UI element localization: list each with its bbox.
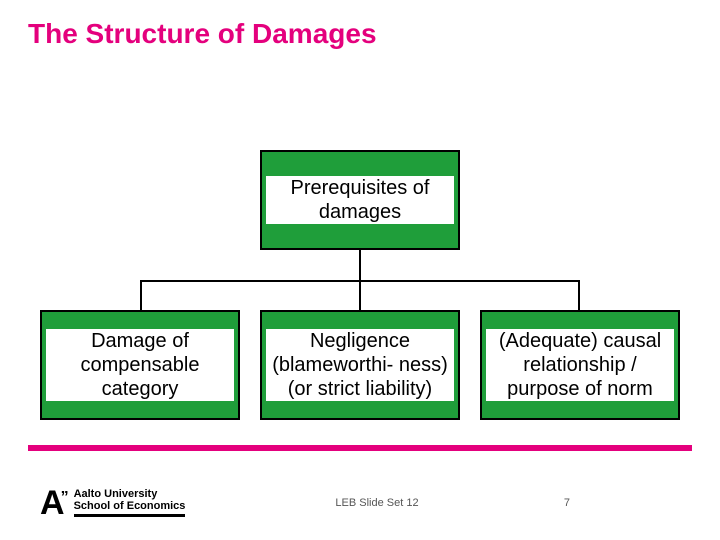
- slide-title: The Structure of Damages: [28, 18, 377, 50]
- connector-drop-2: [359, 280, 361, 310]
- logo-quotes-icon: ”: [61, 489, 66, 506]
- connector-drop-3: [578, 280, 580, 310]
- footnote: LEB Slide Set 12: [335, 497, 418, 509]
- node-root: Prerequisites of damages: [260, 150, 460, 250]
- page-number: 7: [564, 497, 570, 509]
- logo-mark: A”: [40, 486, 66, 520]
- node-child-1: Damage of compensable category: [40, 310, 240, 420]
- footer: A” Aalto University School of Economics …: [40, 486, 680, 520]
- connector-drop-1: [140, 280, 142, 310]
- accent-bar: [28, 445, 692, 451]
- node-child-2: Negligence (blameworthi- ness) (or stric…: [260, 310, 460, 420]
- logo-line1: Aalto University: [74, 489, 186, 501]
- node-child-3-label: (Adequate) causal relationship / purpose…: [486, 329, 674, 401]
- node-child-3: (Adequate) causal relationship / purpose…: [480, 310, 680, 420]
- node-child-2-label: Negligence (blameworthi- ness) (or stric…: [266, 329, 454, 401]
- logo-line2: School of Economics: [74, 501, 186, 518]
- node-child-1-label: Damage of compensable category: [46, 329, 234, 401]
- slide: The Structure of Damages Prerequisites o…: [0, 0, 720, 540]
- logo-text: Aalto University School of Economics: [74, 489, 186, 517]
- connector-root-stub: [359, 250, 361, 280]
- logo: A” Aalto University School of Economics: [40, 486, 185, 520]
- logo-letter: A: [40, 484, 63, 522]
- node-root-label: Prerequisites of damages: [266, 176, 454, 224]
